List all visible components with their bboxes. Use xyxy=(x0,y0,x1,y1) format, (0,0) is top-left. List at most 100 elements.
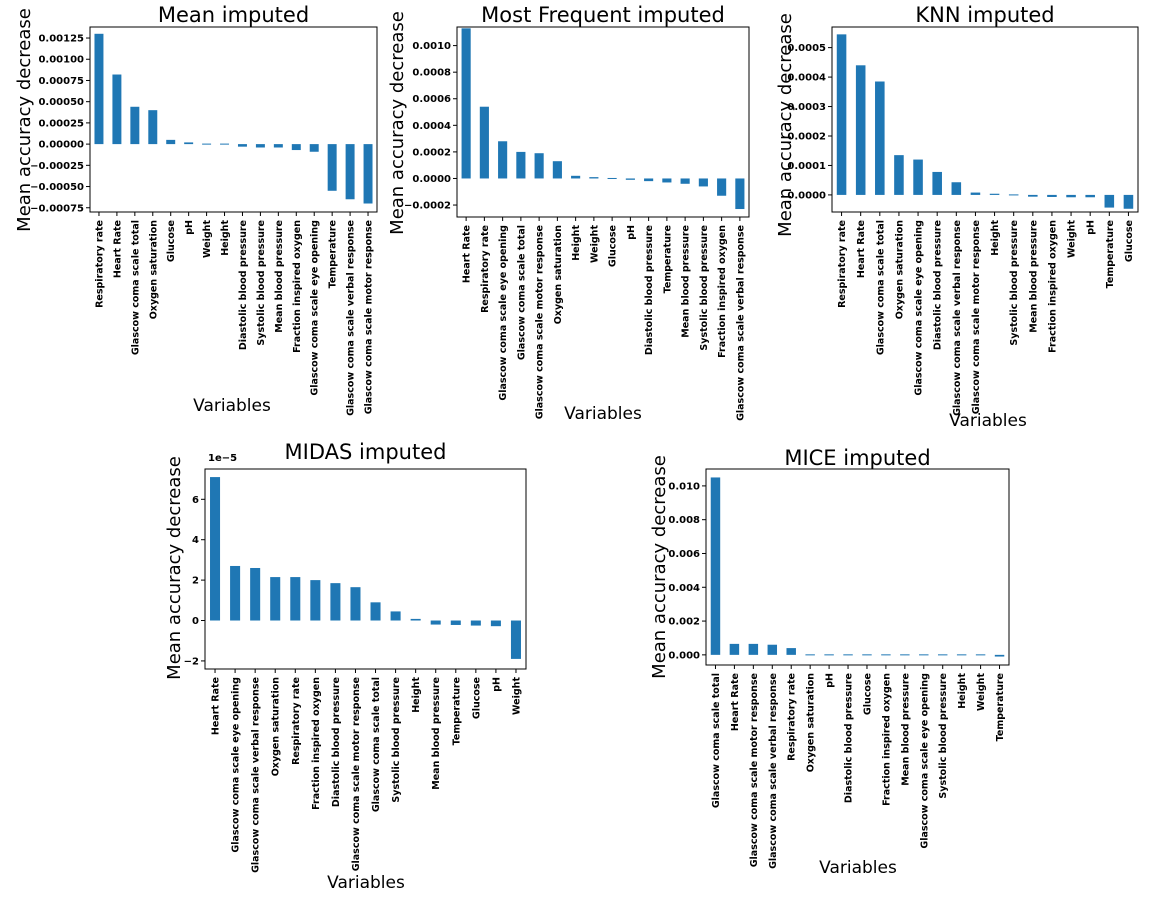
bar xyxy=(255,144,265,148)
x-tick-label: pH xyxy=(825,673,836,688)
x-tick-label: Mean blood pressure xyxy=(1028,220,1039,333)
bar xyxy=(450,620,461,625)
bar xyxy=(309,144,319,152)
x-tick-label: Glucose xyxy=(1124,220,1135,262)
y-axis-label: Mean accuracy decrease xyxy=(387,11,408,235)
x-axis-label: Variables xyxy=(949,411,1027,431)
x-tick-label: pH xyxy=(491,677,502,692)
bar xyxy=(94,33,104,145)
y-tick-label: 6 xyxy=(192,495,199,506)
x-tick-label: Systolic blood pressure xyxy=(699,225,710,351)
y-tick-label: 4 xyxy=(192,535,199,546)
x-axis-label: Variables xyxy=(193,396,271,416)
chart-title: Mean imputed xyxy=(158,3,309,27)
y-tick-label: 0.00125 xyxy=(38,34,84,45)
y-tick-label: 0.0001 xyxy=(787,161,826,172)
bar xyxy=(510,620,521,659)
x-tick-label: Height xyxy=(220,220,231,256)
x-tick-label: Weight xyxy=(202,220,213,258)
bar xyxy=(932,171,942,195)
x-tick-label: Temperature xyxy=(328,220,339,288)
x-tick-label: Glascow coma scale total xyxy=(516,225,527,360)
bar xyxy=(1104,194,1115,208)
bar xyxy=(975,654,986,656)
bar xyxy=(662,178,672,183)
bar xyxy=(202,143,212,145)
x-tick-label: Weight xyxy=(976,673,987,711)
bar xyxy=(273,144,283,148)
x-tick-label: Diastolic blood pressure xyxy=(933,220,944,350)
bar xyxy=(862,654,872,656)
bar xyxy=(1085,194,1095,198)
x-tick-label: Diastolic blood pressure xyxy=(644,225,655,355)
bar xyxy=(461,28,471,179)
bar xyxy=(881,654,891,656)
bar xyxy=(937,654,948,656)
x-tick-label: Weight xyxy=(1067,220,1078,258)
bar xyxy=(470,620,481,626)
bar xyxy=(112,74,122,145)
bar xyxy=(345,144,355,200)
x-tick-label: Height xyxy=(411,677,422,713)
y-tick-label: 0.00100 xyxy=(38,55,84,66)
x-tick-label: Fraction inspired oxygen xyxy=(311,677,322,810)
y-offset-label: 1e−5 xyxy=(208,453,237,464)
chart-panel-4: −2 0 2 4 6 Heart Rate Glascow coma scale eye o… xyxy=(164,440,527,893)
bar xyxy=(875,81,885,195)
y-tick-label: 0.0008 xyxy=(412,68,451,79)
bar xyxy=(625,178,635,180)
x-tick-label: Temperature xyxy=(662,225,673,293)
bar xyxy=(836,34,847,195)
bar xyxy=(919,654,929,656)
x-tick-label: Glascow coma scale verbal response xyxy=(768,673,779,869)
x-tick-label: Heart Rate xyxy=(112,220,123,278)
bar xyxy=(291,144,301,151)
y-tick-label: 0.0002 xyxy=(412,147,451,158)
bar xyxy=(913,159,923,195)
x-tick-label: Systolic blood pressure xyxy=(938,673,949,799)
axes-frame xyxy=(705,468,1010,666)
chart-panel-1: −0.00075 −0.00050 −0.00025 0.00000 0.00025 0.… xyxy=(14,3,378,416)
y-tick-label: 0 xyxy=(192,616,199,627)
bar xyxy=(410,618,421,621)
x-tick-label: Temperature xyxy=(451,677,462,745)
bar xyxy=(230,565,241,621)
y-tick-label: 0.004 xyxy=(668,583,700,594)
bar xyxy=(989,193,1000,195)
bar xyxy=(270,577,281,621)
y-tick-label: −0.00025 xyxy=(30,161,84,172)
bar xyxy=(710,477,721,655)
bar xyxy=(1028,194,1038,197)
x-tick-label: Respiratory rate xyxy=(787,673,798,761)
x-tick-label: Glascow coma scale total xyxy=(875,220,886,355)
x-tick-label: Glascow coma scale motor response xyxy=(364,220,375,414)
bar xyxy=(786,648,796,655)
y-tick-label: 0.0002 xyxy=(787,131,826,142)
y-tick-label: 0.0004 xyxy=(412,121,451,132)
chart-title: KNN imputed xyxy=(915,3,1054,27)
x-tick-label: Glascow coma scale verbal response xyxy=(346,220,357,416)
chart-title: MIDAS imputed xyxy=(285,440,447,464)
y-tick-label: 0.0000 xyxy=(787,190,826,201)
x-tick-label: Diastolic blood pressure xyxy=(238,220,249,350)
x-tick-label: Oxygen saturation xyxy=(894,220,905,319)
x-tick-label: Fraction inspired oxygen xyxy=(881,673,892,806)
bar xyxy=(894,155,904,195)
y-tick-label: 0.008 xyxy=(668,515,700,526)
x-tick-label: Systolic blood pressure xyxy=(391,677,402,803)
bar xyxy=(900,654,910,656)
axes-frame xyxy=(456,26,750,218)
y-tick-label: −0.00050 xyxy=(30,182,84,193)
y-tick-label: −0.00075 xyxy=(30,203,84,214)
bar xyxy=(735,178,745,210)
y-axis-label: Mean accuracy decrease xyxy=(164,456,185,680)
chart-panel-5: 0.000 0.002 0.004 0.006 0.008 0.010 Glascow co… xyxy=(649,446,1010,878)
bar xyxy=(717,178,727,196)
x-tick-label: Oxygen saturation xyxy=(553,225,564,324)
bar xyxy=(1008,194,1019,196)
bar xyxy=(237,144,247,147)
x-axis-label: Variables xyxy=(327,873,405,893)
bar xyxy=(956,654,967,656)
axes-frame xyxy=(831,26,1139,213)
